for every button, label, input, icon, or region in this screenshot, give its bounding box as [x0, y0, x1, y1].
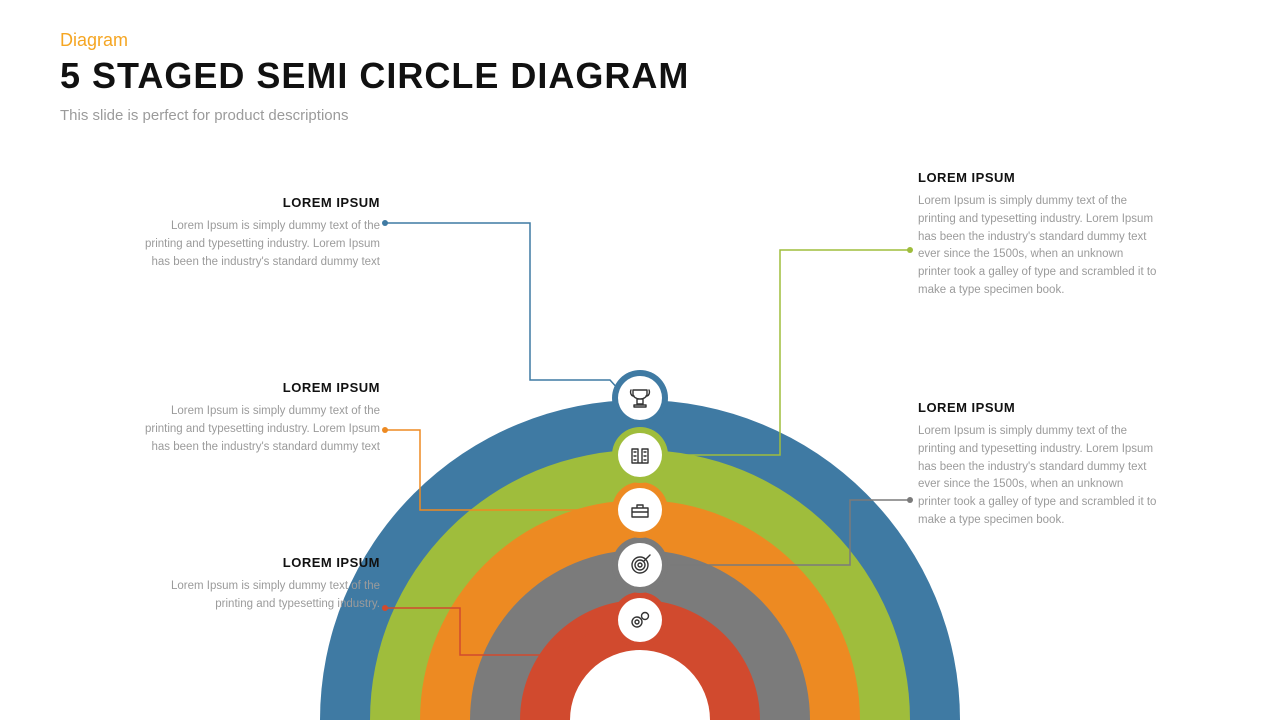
callout-c5: LOREM IPSUM Lorem Ipsum is simply dummy t… [918, 400, 1158, 530]
callout-c4: LOREM IPSUM Lorem Ipsum is simply dummy t… [918, 170, 1158, 300]
leader-dot-c4 [907, 247, 913, 253]
callout-title: LOREM IPSUM [140, 555, 380, 570]
callout-body: Lorem Ipsum is simply dummy text of the … [918, 423, 1158, 530]
leader-c1 [385, 223, 619, 390]
leader-dot-c5 [907, 497, 913, 503]
callout-title: LOREM IPSUM [918, 400, 1158, 415]
callout-body: Lorem Ipsum is simply dummy text of the … [140, 218, 380, 271]
callout-c2: LOREM IPSUM Lorem Ipsum is simply dummy t… [140, 380, 380, 456]
node-ring3 [612, 482, 668, 538]
leader-dot-c3 [382, 605, 388, 611]
leader-dot-c1 [382, 220, 388, 226]
node-ring1 [612, 370, 668, 426]
callout-title: LOREM IPSUM [140, 380, 380, 395]
callout-c1: LOREM IPSUM Lorem Ipsum is simply dummy t… [140, 195, 380, 271]
callout-title: LOREM IPSUM [140, 195, 380, 210]
callout-body: Lorem Ipsum is simply dummy text of the … [140, 578, 380, 614]
leader-dot-c2 [382, 427, 388, 433]
callout-body: Lorem Ipsum is simply dummy text of the … [140, 403, 380, 456]
callout-title: LOREM IPSUM [918, 170, 1158, 185]
node-ring2 [612, 427, 668, 483]
node-ring4 [612, 537, 668, 593]
callout-body: Lorem Ipsum is simply dummy text of the … [918, 193, 1158, 300]
node-ring5 [612, 592, 668, 648]
callout-c3: LOREM IPSUM Lorem Ipsum is simply dummy t… [140, 555, 380, 614]
